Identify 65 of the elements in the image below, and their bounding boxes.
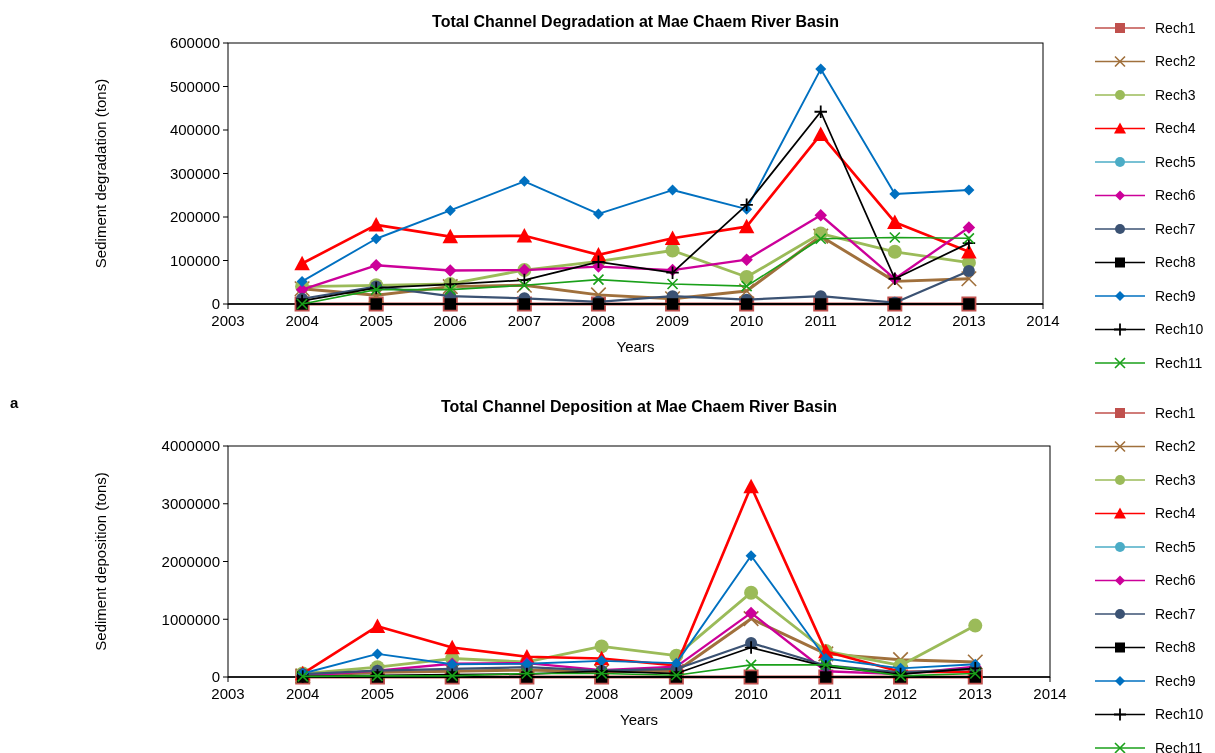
x-axis-title: Years — [616, 338, 655, 355]
legend-label: Rech11 — [1155, 739, 1203, 753]
legend-label: Rech8 — [1155, 254, 1196, 271]
legend-label: Rech3 — [1155, 86, 1196, 103]
x-tick-label: 2004 — [285, 312, 319, 329]
y-tick-label: 0 — [211, 668, 220, 686]
y-tick-label: 0 — [211, 295, 220, 313]
legend-label: Rech6 — [1155, 572, 1196, 589]
x-tick-label: 2013 — [958, 685, 992, 702]
x-tick-label: 2014 — [1033, 685, 1067, 702]
y-tick-label: 3000000 — [161, 495, 220, 512]
legend-label: Rech7 — [1155, 220, 1196, 237]
legend-label: Rech11 — [1155, 354, 1203, 371]
x-tick-label: 2012 — [878, 312, 912, 329]
legend-label: Rech2 — [1155, 53, 1196, 70]
y-tick-label: 100000 — [169, 251, 220, 269]
x-tick-label: 2013 — [952, 312, 986, 329]
x-axis-title: Years — [620, 711, 658, 728]
legend-label: Rech10 — [1155, 321, 1204, 338]
y-tick-label: 1000000 — [161, 610, 220, 628]
x-tick-label: 2003 — [211, 312, 245, 329]
legend-label: Rech5 — [1155, 153, 1196, 170]
x-tick-label: 2010 — [729, 312, 764, 329]
legend-label: Rech10 — [1155, 706, 1204, 723]
y-tick-label: 500000 — [169, 77, 220, 95]
legend-label: Rech4 — [1155, 120, 1196, 137]
x-tick-label: 2006 — [435, 685, 469, 702]
x-tick-label: 2009 — [655, 312, 690, 329]
y-tick-label: 2000000 — [161, 552, 220, 570]
y-axis-title: Sediment degradation (tons) — [92, 78, 109, 269]
x-tick-label: 2006 — [433, 312, 467, 329]
y-tick-label: 400000 — [169, 121, 220, 139]
x-tick-label: 2003 — [211, 685, 245, 702]
legend-label: Rech9 — [1155, 287, 1196, 304]
y-tick-label: 600000 — [169, 34, 220, 52]
x-tick-label: 2007 — [510, 685, 544, 702]
x-tick-label: 2010 — [734, 685, 768, 702]
legend-label: Rech5 — [1155, 538, 1196, 555]
legend-label: Rech7 — [1155, 605, 1196, 622]
legend-label: Rech4 — [1155, 505, 1196, 522]
x-tick-label: 2007 — [507, 312, 542, 329]
legend-label: Rech2 — [1155, 438, 1196, 455]
text: a — [10, 394, 19, 411]
chart-title: Total Channel Deposition at Mae Chaem River Basin — [440, 398, 838, 415]
y-tick-label: 4000000 — [161, 437, 220, 455]
chart-title: Total Channel Degradation at Mae Chaem River Basin — [432, 13, 839, 30]
legend-label: Rech9 — [1155, 672, 1196, 689]
legend-label: Rech1 — [1155, 404, 1196, 421]
y-tick-label: 300000 — [169, 164, 220, 182]
x-tick-label: 2011 — [809, 685, 842, 702]
y-tick-label: 200000 — [169, 208, 220, 226]
legend-label: Rech8 — [1155, 639, 1196, 656]
x-tick-label: 2005 — [359, 312, 393, 329]
x-tick-label: 2012 — [883, 685, 918, 702]
x-tick-label: 2011 — [804, 312, 837, 329]
y-axis-title: Sediment deposition (tons) — [92, 472, 109, 651]
x-tick-label: 2008 — [584, 685, 619, 702]
legend-label: Rech1 — [1155, 19, 1196, 36]
x-tick-label: 2014 — [1026, 312, 1060, 329]
x-tick-label: 2005 — [360, 685, 395, 702]
x-tick-label: 2004 — [286, 685, 320, 702]
legend-label: Rech6 — [1155, 187, 1196, 204]
x-tick-label: 2008 — [581, 312, 616, 329]
legend-label: Rech3 — [1155, 471, 1196, 488]
x-tick-label: 2009 — [659, 685, 694, 702]
